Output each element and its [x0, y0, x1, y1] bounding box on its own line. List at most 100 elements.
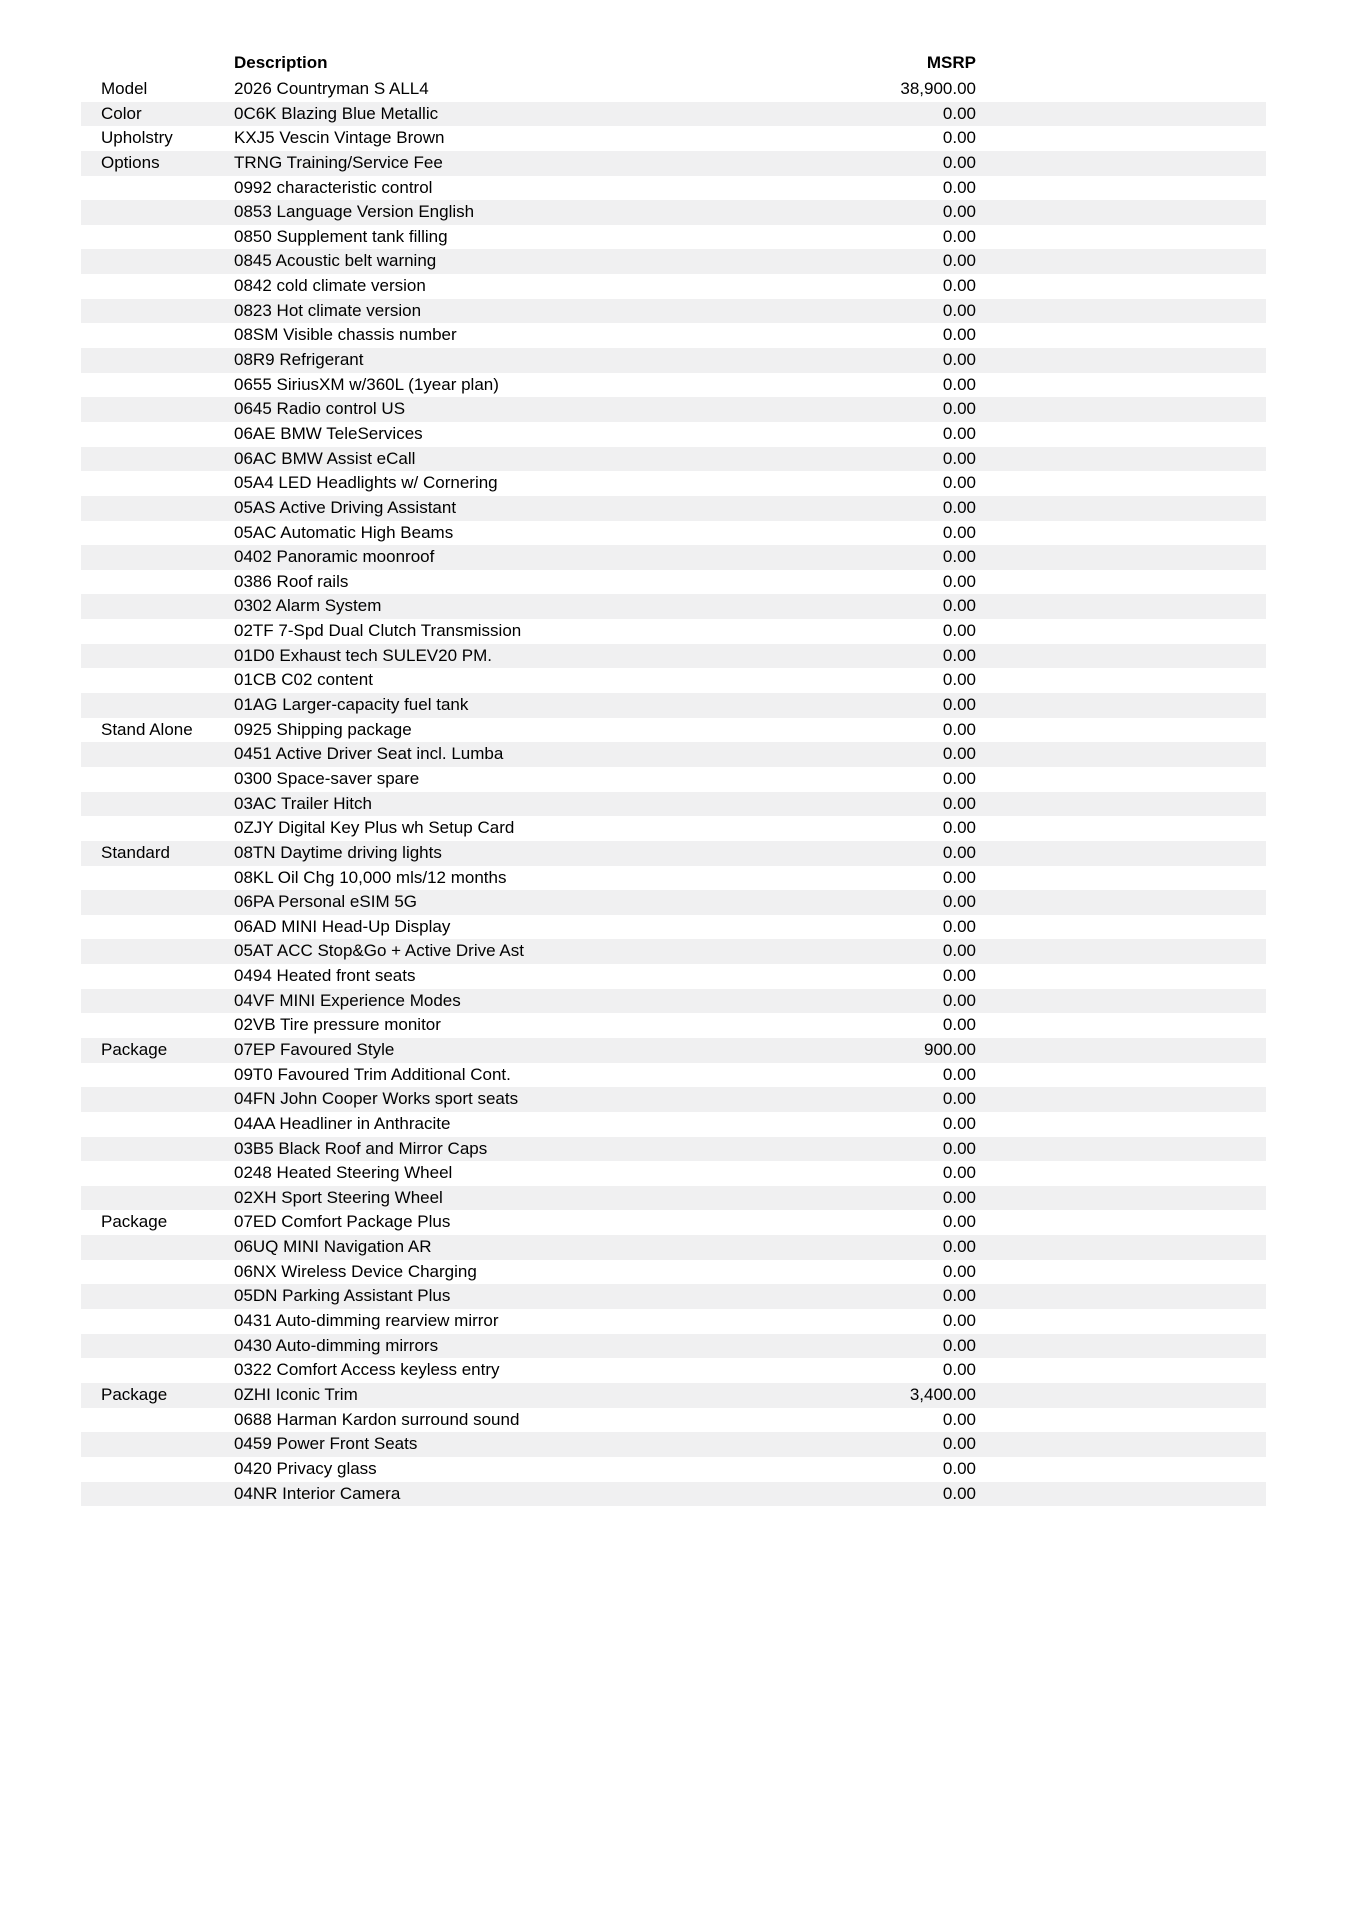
- row-msrp: 0.00: [942, 1089, 976, 1109]
- table-row: 04VF MINI Experience Modes 0.00: [81, 988, 1266, 1014]
- table-row: 01D0 Exhaust tech SULEV20 PM. 0.00: [81, 643, 1266, 669]
- row-description: 0302 Alarm System: [234, 596, 382, 616]
- table-row: Package 0ZHI Iconic Trim 3,400.00: [81, 1382, 1266, 1408]
- table-row: 05AS Active Driving Assistant 0.00: [81, 495, 1266, 521]
- row-msrp: 0.00: [942, 1286, 976, 1306]
- table-row: 0842 cold climate version 0.00: [81, 274, 1266, 299]
- row-msrp: 0.00: [942, 1138, 976, 1158]
- row-msrp: 0.00: [942, 276, 976, 296]
- row-msrp: 0.00: [942, 941, 976, 961]
- row-description: 0688 Harman Kardon surround sound: [234, 1409, 520, 1429]
- row-msrp: 0.00: [942, 300, 976, 320]
- table-row: 0386 Roof rails 0.00: [81, 570, 1266, 595]
- row-description: 0402 Panoramic moonroof: [234, 547, 435, 567]
- row-description: 2026 Countryman S ALL4: [234, 79, 429, 98]
- row-msrp: 0.00: [942, 177, 976, 197]
- table-row: 01AG Larger-capacity fuel tank 0.00: [81, 693, 1266, 718]
- row-msrp: 0.00: [942, 1163, 976, 1183]
- row-msrp: 0.00: [942, 1113, 976, 1133]
- table-body: Model 2026 Countryman S ALL4 38,900.00 Colo…: [81, 77, 1266, 1507]
- table-row: 06AD MINI Head-Up Display 0.00: [81, 915, 1266, 940]
- row-msrp: 0.00: [942, 226, 976, 246]
- table-row: 0322 Comfort Access keyless entry 0.00: [81, 1358, 1266, 1383]
- msrp-column-header: MSRP: [926, 53, 976, 73]
- row-category-label: Color: [101, 103, 142, 123]
- row-description: 05DN Parking Assistant Plus: [234, 1286, 451, 1306]
- row-msrp: 0.00: [942, 399, 976, 419]
- table-row: 02VB Tire pressure monitor 0.00: [81, 1013, 1266, 1038]
- row-msrp: 0.00: [942, 892, 976, 912]
- table-row: 06PA Personal eSIM 5G 0.00: [81, 890, 1266, 915]
- row-msrp: 0.00: [942, 916, 976, 936]
- row-description: 0925 Shipping package: [234, 719, 412, 739]
- row-description: 0823 Hot climate version: [234, 300, 422, 320]
- row-msrp: 0.00: [942, 695, 976, 715]
- row-description: TRNG Training/Service Fee: [234, 152, 443, 172]
- table-row: 06NX Wireless Device Charging 0.00: [81, 1260, 1266, 1285]
- row-description: 02TF 7-Spd Dual Clutch Transmission: [234, 621, 522, 641]
- row-msrp: 0.00: [942, 547, 976, 567]
- row-msrp: 0.00: [942, 1187, 976, 1207]
- table-row: 0300 Space-saver spare 0.00: [81, 767, 1266, 792]
- table-row: Stand Alone 0925 Shipping package 0.00: [81, 718, 1266, 743]
- description-column-header: Description: [234, 53, 328, 73]
- row-description: 0430 Auto-dimming mirrors: [234, 1335, 439, 1355]
- row-description: 01CB C02 content: [234, 670, 373, 690]
- table-row: Package 07ED Comfort Package Plus 0.00: [81, 1210, 1266, 1235]
- row-msrp: 0.00: [942, 497, 976, 517]
- row-msrp: 0.00: [942, 325, 976, 345]
- row-description: 0645 Radio control US: [234, 399, 406, 419]
- row-description: 0ZHI Iconic Trim: [234, 1384, 358, 1404]
- row-msrp: 0.00: [942, 522, 976, 542]
- row-description: 05AC Automatic High Beams: [234, 522, 454, 542]
- table-row: Upholstry KXJ5 Vescin Vintage Brown 0.00: [81, 126, 1266, 151]
- row-msrp: 0.00: [942, 1483, 976, 1503]
- row-category-label: Stand Alone: [101, 719, 193, 739]
- row-description: 0992 characteristic control: [234, 177, 433, 197]
- row-description: 0431 Auto-dimming rearview mirror: [234, 1311, 499, 1331]
- row-description: 0494 Heated front seats: [234, 966, 416, 986]
- row-description: 01D0 Exhaust tech SULEV20 PM.: [234, 645, 492, 665]
- row-description: 05AT ACC Stop&Go + Active Drive Ast: [234, 941, 524, 961]
- row-category-label: Package: [101, 1384, 168, 1404]
- row-description: 01AG Larger-capacity fuel tank: [234, 695, 469, 715]
- row-description: 0451 Active Driver Seat incl. Lumba: [234, 744, 504, 764]
- table-row: 06UQ MINI Navigation AR 0.00: [81, 1235, 1266, 1260]
- row-description: 05AS Active Driving Assistant: [234, 497, 457, 517]
- row-description: 0842 cold climate version: [234, 276, 426, 296]
- row-msrp: 0.00: [942, 1064, 976, 1084]
- row-description: 05A4 LED Headlights w/ Cornering: [234, 473, 498, 493]
- row-category-label: Options: [101, 152, 160, 172]
- row-description: 03AC Trailer Hitch: [234, 793, 372, 813]
- row-msrp: 0.00: [942, 448, 976, 468]
- table-row: Options TRNG Training/Service Fee 0.00: [81, 150, 1266, 176]
- table-row: 01CB C02 content 0.00: [81, 668, 1266, 693]
- row-description: 04FN John Cooper Works sport seats: [234, 1089, 519, 1109]
- table-row: 02TF 7-Spd Dual Clutch Transmission 0.00: [81, 619, 1266, 644]
- table-row: 0ZJY Digital Key Plus wh Setup Card 0.00: [81, 816, 1266, 841]
- table-row: 05A4 LED Headlights w/ Cornering 0.00: [81, 471, 1266, 496]
- row-msrp: 0.00: [942, 744, 976, 764]
- table-row: 08SM Visible chassis number 0.00: [81, 323, 1266, 348]
- table-row: Standard 08TN Daytime driving lights 0.00: [81, 840, 1266, 866]
- row-description: 03B5 Black Roof and Mirror Caps: [234, 1138, 488, 1158]
- table-row: 0302 Alarm System 0.00: [81, 594, 1266, 620]
- row-msrp: 0.00: [942, 1015, 976, 1035]
- table-row: Package 07EP Favoured Style 900.00: [81, 1037, 1266, 1063]
- row-description: 04NR Interior Camera: [234, 1483, 401, 1503]
- row-description: 0459 Power Front Seats: [234, 1434, 418, 1454]
- table-row: 02XH Sport Steering Wheel 0.00: [81, 1185, 1266, 1211]
- row-msrp: 0.00: [942, 793, 976, 813]
- row-description: 06UQ MINI Navigation AR: [234, 1237, 432, 1257]
- row-description: 06AD MINI Head-Up Display: [234, 916, 451, 936]
- row-msrp: 0.00: [942, 1434, 976, 1454]
- row-msrp: 0.00: [942, 1335, 976, 1355]
- table-header-row: Description MSRP: [81, 50, 1266, 77]
- row-description: 06PA Personal eSIM 5G: [234, 892, 418, 912]
- row-msrp: 0.00: [942, 1212, 976, 1232]
- row-msrp: 0.00: [942, 202, 976, 222]
- row-description: 0420 Privacy glass: [234, 1458, 377, 1478]
- table-row: 06AE BMW TeleServices 0.00: [81, 422, 1266, 447]
- table-row: 0431 Auto-dimming rearview mirror 0.00: [81, 1309, 1266, 1334]
